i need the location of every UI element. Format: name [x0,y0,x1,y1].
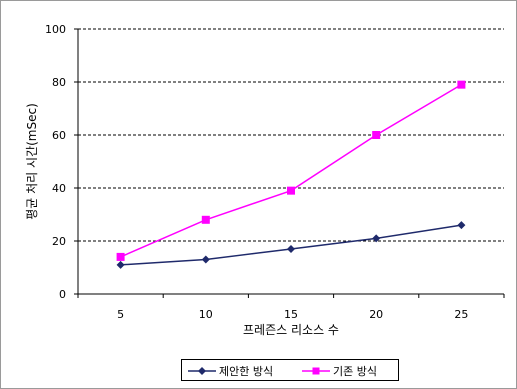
legend-label-proposed: 제안한 방식 [219,365,274,378]
legend-label-existing: 기존 방식 [333,365,377,378]
y-tick-label-0: 0 [59,288,66,301]
y-tick-label-100: 100 [45,23,66,36]
x-tick-label-20: 20 [369,308,383,321]
legend: 제안한 방식 기존 방식 [181,359,399,381]
y-axis-title: 평균 처리 시간(mSec) [25,103,39,220]
y-tick-label-20: 20 [52,235,66,248]
legend-swatch-proposed [188,367,216,375]
legend-item-proposed: 제안한 방식 [188,363,273,379]
x-tick-label-5: 5 [117,308,124,321]
y-tick-label-60: 60 [52,129,66,142]
series-line-2 [120,84,462,258]
legend-swatch-existing [302,367,330,375]
legend-item-existing: 기존 방식 [302,363,377,379]
series-2-point-20 [372,131,381,139]
x-tick-label-25: 25 [454,308,468,321]
y-tick-label-40: 40 [52,182,66,195]
series-2-point-10 [201,215,210,224]
series-1-point-5 [116,260,125,269]
x-tick-label-10: 10 [199,308,213,321]
x-tick-label-15: 15 [284,308,298,321]
series-1-point-10 [201,255,210,264]
series-2-point-5 [116,252,125,261]
x-axis-title: 프레즌스 리소스 수 [243,323,339,337]
series-1-point-25 [457,221,466,230]
series-2-point-15 [287,186,295,195]
y-tick-label-80: 80 [52,76,66,89]
series-2-point-25 [457,80,466,89]
series-1-point-20 [372,234,381,243]
series-1-point-15 [287,244,295,253]
